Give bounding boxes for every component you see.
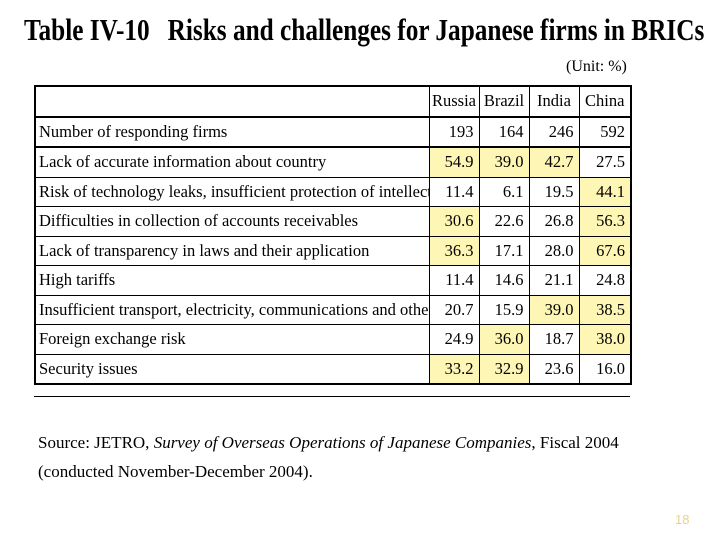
value-cell: 33.2 [428, 353, 480, 385]
value-cell: 36.0 [478, 324, 530, 355]
value-cell: 24.8 [578, 265, 632, 296]
header-label-cell [34, 85, 430, 118]
risks-table: Russia Brazil India China Number of resp… [34, 85, 632, 385]
row-label: Lack of accurate information about count… [34, 146, 430, 178]
value-cell: 14.6 [478, 265, 530, 296]
value-cell: 42.7 [528, 146, 580, 178]
unit-note: (Unit: %) [566, 58, 627, 75]
value-cell: 23.6 [528, 353, 580, 385]
value-cell: 30.6 [428, 206, 480, 237]
value-cell: 21.1 [528, 265, 580, 296]
value-cell: 11.4 [428, 265, 480, 296]
value-cell: 20.7 [428, 294, 480, 325]
row-label: High tariffs [34, 265, 430, 296]
source-survey-title: Survey of Overseas Operations of Japanes… [153, 433, 532, 452]
value-cell: 27.5 [578, 146, 632, 178]
row-label: Insufficient transport, electricity, com… [34, 294, 430, 325]
value-cell: 28.0 [528, 235, 580, 266]
value-cell: 164 [478, 116, 530, 148]
source-line-1: Source: JETRO, Survey of Overseas Operat… [38, 428, 619, 457]
value-cell: 38.0 [578, 324, 632, 355]
row-label: Lack of transparency in laws and their a… [34, 235, 430, 266]
value-cell: 26.8 [528, 206, 580, 237]
column-header-brazil: Brazil [478, 85, 530, 118]
row-label: Number of responding firms [34, 116, 430, 148]
value-cell: 56.3 [578, 206, 632, 237]
table-title: Table IV-10 Risks and challenges for Japa… [24, 12, 704, 48]
table-body: Number of responding firms 193 164 246 592 La… [34, 116, 632, 385]
value-cell: 15.9 [478, 294, 530, 325]
value-cell: 246 [528, 116, 580, 148]
table-title-text: Risks and challenges for Japanese firms … [167, 12, 705, 47]
value-cell: 592 [578, 116, 632, 148]
table-row: Security issues 33.2 32.9 23.6 16.0 [34, 353, 632, 385]
table-row: Number of responding firms 193 164 246 592 [34, 116, 632, 148]
value-cell: 54.9 [428, 146, 480, 178]
table-row: Foreign exchange risk 24.9 36.0 18.7 38.0 [34, 324, 632, 355]
value-cell: 22.6 [478, 206, 530, 237]
value-cell: 24.9 [428, 324, 480, 355]
row-label: Foreign exchange risk [34, 324, 430, 355]
value-cell: 11.4 [428, 176, 480, 207]
table-row: Difficulties in collection of accounts r… [34, 206, 632, 237]
value-cell: 6.1 [478, 176, 530, 207]
table-header-row: Russia Brazil India China [34, 85, 632, 118]
table-row: Lack of transparency in laws and their a… [34, 235, 632, 266]
table-number: Table IV-10 [24, 12, 150, 47]
value-cell: 39.0 [528, 294, 580, 325]
table-container: Russia Brazil India China Number of resp… [34, 85, 632, 395]
value-cell: 19.5 [528, 176, 580, 207]
value-cell: 193 [428, 116, 480, 148]
column-header-china: China [578, 85, 632, 118]
value-cell: 67.6 [578, 235, 632, 266]
source-prefix: Source: JETRO, [38, 433, 154, 452]
value-cell: 18.7 [528, 324, 580, 355]
value-cell: 36.3 [428, 235, 480, 266]
table-row: Risk of technology leaks, insufficient p… [34, 176, 632, 207]
value-cell: 16.0 [578, 353, 632, 385]
row-label: Difficulties in collection of accounts r… [34, 206, 430, 237]
value-cell: 17.1 [478, 235, 530, 266]
source-note: Source: JETRO, Survey of Overseas Operat… [38, 428, 619, 486]
value-cell: 38.5 [578, 294, 632, 325]
row-label: Risk of technology leaks, insufficient p… [34, 176, 430, 207]
column-header-russia: Russia [428, 85, 480, 118]
source-suffix: , Fiscal 2004 [531, 433, 619, 452]
row-label: Security issues [34, 353, 430, 385]
value-cell: 32.9 [478, 353, 530, 385]
value-cell: 39.0 [478, 146, 530, 178]
value-cell: 44.1 [578, 176, 632, 207]
table-row: Lack of accurate information about count… [34, 146, 632, 178]
page-number: 18 [675, 512, 690, 527]
table-row: Insufficient transport, electricity, com… [34, 294, 632, 325]
table-bottom-rule [34, 396, 630, 400]
table-row: High tariffs 11.4 14.6 21.1 24.8 [34, 265, 632, 296]
column-header-india: India [528, 85, 580, 118]
source-line-2: (conducted November-December 2004). [38, 462, 313, 481]
